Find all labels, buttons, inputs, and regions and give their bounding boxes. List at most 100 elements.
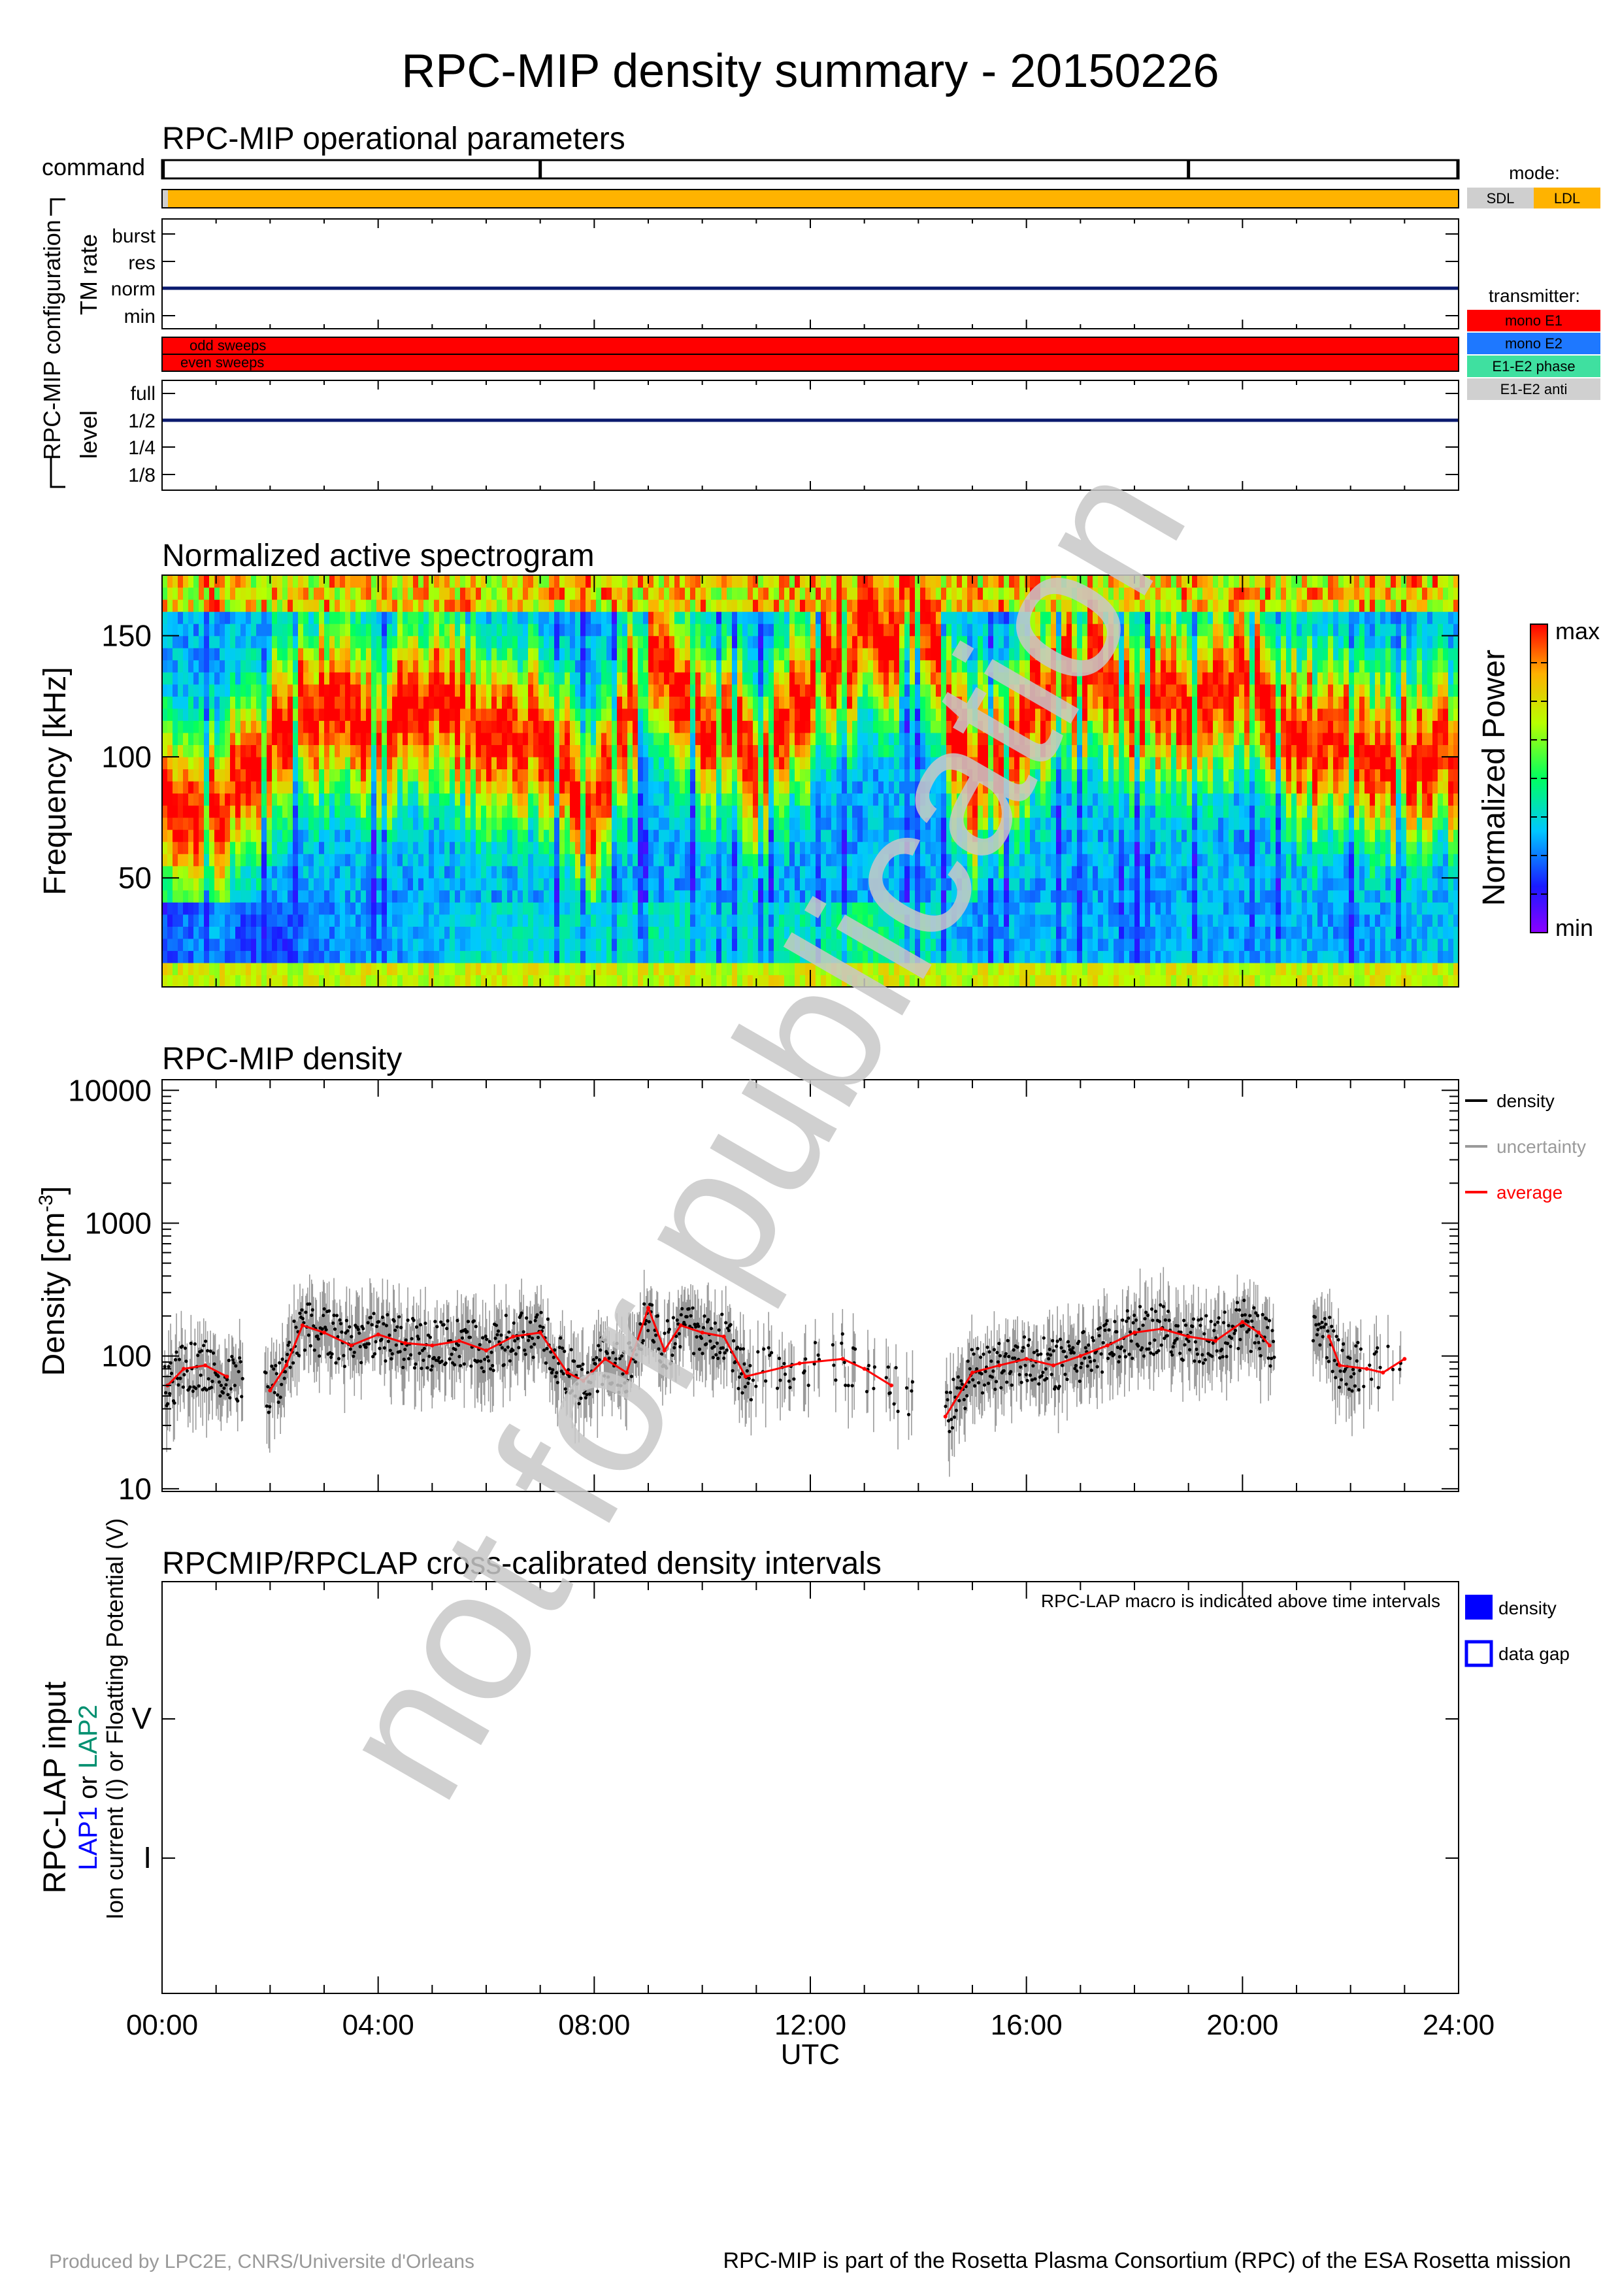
- spectrogram-cell: [199, 818, 205, 830]
- spectrogram-cell: [800, 793, 806, 806]
- spectrogram-cell: [162, 963, 168, 975]
- odd-sweeps-bar: [162, 337, 1459, 354]
- spectrogram-cell: [382, 672, 388, 684]
- spectrogram-cell: [863, 575, 868, 588]
- spectrogram-cell: [706, 902, 712, 914]
- spectrogram-cell: [638, 939, 644, 951]
- spectrogram-cell: [497, 878, 503, 890]
- spectrogram-cell: [298, 926, 304, 939]
- spectrogram-cell: [214, 599, 220, 612]
- spectrogram-cell: [481, 805, 487, 818]
- spectrogram-cell: [329, 769, 335, 781]
- spectrogram-cell: [173, 878, 178, 890]
- spectrogram-cell: [669, 636, 675, 648]
- spectrogram-cell: [256, 939, 262, 951]
- spectrogram-cell: [742, 648, 748, 660]
- spectrogram-cell: [209, 939, 215, 951]
- spectrogram-cell: [387, 672, 393, 684]
- spectrogram-cell: [162, 914, 168, 927]
- spectrogram-cell: [246, 744, 252, 757]
- spectrogram-cell: [701, 744, 706, 757]
- spectrogram-cell: [240, 854, 246, 866]
- spectrogram-cell: [220, 696, 225, 708]
- spectrogram-cell: [549, 733, 555, 745]
- spectrogram-cell: [586, 805, 591, 818]
- spectrogram-cell: [199, 720, 205, 733]
- spectrogram-cell: [371, 950, 377, 963]
- spectrogram-cell: [251, 624, 257, 636]
- spectrogram-cell: [429, 854, 435, 866]
- spectrogram-cell: [685, 660, 691, 673]
- spectrogram-cell: [538, 660, 544, 673]
- spectrogram-cell: [774, 660, 780, 673]
- spectrogram-cell: [366, 636, 372, 648]
- spectrogram-cell: [674, 781, 680, 793]
- spectrogram-cell: [784, 769, 790, 781]
- spectrogram-cell: [434, 684, 440, 697]
- command-label: command: [42, 154, 145, 180]
- spectrogram-cell: [695, 902, 701, 914]
- spectrogram-cell: [648, 744, 654, 757]
- spectrogram-cell: [826, 588, 832, 600]
- spectrogram-cell: [648, 818, 654, 830]
- spectrogram-cell: [685, 648, 691, 660]
- spectrogram-cell: [591, 854, 597, 866]
- spectrogram-cell: [674, 890, 680, 903]
- spectrogram-cell: [214, 769, 220, 781]
- spectrogram-cell: [251, 769, 257, 781]
- spectrogram-cell: [711, 612, 717, 624]
- spectrogram-cell: [554, 914, 560, 927]
- spectrogram-cell: [173, 769, 178, 781]
- spectrogram-cell: [282, 963, 288, 975]
- spectrogram-cell: [314, 708, 320, 721]
- spectrogram-cell: [335, 866, 340, 878]
- spectrogram-cell: [460, 939, 466, 951]
- spectrogram-cell: [606, 588, 612, 600]
- spectrogram-cell: [246, 636, 252, 648]
- spectrogram-cell: [439, 842, 445, 854]
- spectrogram-cell: [596, 575, 602, 588]
- spectrogram-cell: [423, 890, 429, 903]
- spectrogram-cell: [852, 624, 858, 636]
- spectrogram-cell: [293, 636, 299, 648]
- spectrogram-cell: [173, 757, 178, 769]
- spectrogram-cell: [847, 588, 853, 600]
- spectrogram-cell: [267, 720, 273, 733]
- spectrogram-cell: [674, 914, 680, 927]
- spectrogram-cell: [648, 696, 654, 708]
- spectrogram-cell: [633, 769, 638, 781]
- spectrogram-cell: [831, 757, 837, 769]
- spectrogram-cell: [701, 769, 706, 781]
- spectrogram-cell: [481, 866, 487, 878]
- spectrogram-cell: [214, 878, 220, 890]
- spectrogram-cell: [240, 950, 246, 963]
- spectrogram-cell: [225, 733, 231, 745]
- spectrogram-cell: [178, 660, 184, 673]
- spectrogram-cell: [471, 648, 476, 660]
- spectrogram-cell: [622, 744, 628, 757]
- spectrogram-cell: [878, 648, 884, 660]
- spectrogram-cell: [606, 599, 612, 612]
- spectrogram-cell: [298, 672, 304, 684]
- spectrogram-cell: [193, 842, 199, 854]
- spectrogram-cell: [355, 781, 361, 793]
- spectrogram-cell: [204, 733, 210, 745]
- spectrogram-cell: [460, 854, 466, 866]
- spectrogram-cell: [727, 818, 733, 830]
- spectrogram-cell: [199, 769, 205, 781]
- spectrogram-cell: [528, 612, 534, 624]
- spectrogram-cell: [303, 599, 309, 612]
- spectrogram-cell: [748, 696, 753, 708]
- spectrogram-cell: [653, 914, 659, 927]
- spectrogram-cell: [727, 588, 733, 600]
- spectrogram-cell: [612, 684, 618, 697]
- spectrogram-cell: [559, 878, 565, 890]
- spectrogram-cell: [732, 636, 738, 648]
- spectrogram-cell: [434, 757, 440, 769]
- spectrogram-cell: [355, 829, 361, 842]
- spectrogram-cell: [727, 648, 733, 660]
- tm-level-res: res: [128, 252, 156, 274]
- spectrogram-cell: [690, 793, 696, 806]
- spectrogram-cell: [533, 696, 539, 708]
- spectrogram-cell: [256, 708, 262, 721]
